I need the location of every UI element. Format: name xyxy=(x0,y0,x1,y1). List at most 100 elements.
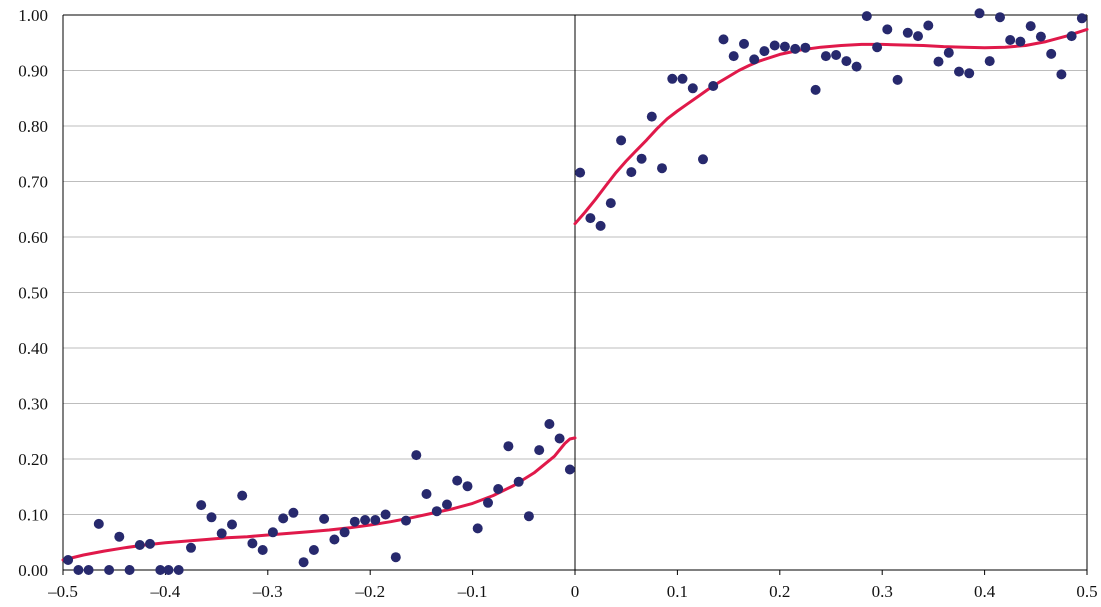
data-point xyxy=(216,528,227,539)
x-tick-label: 0.2 xyxy=(769,582,790,601)
data-point xyxy=(718,34,729,45)
data-point xyxy=(319,513,330,524)
data-point xyxy=(708,81,719,91)
data-point xyxy=(605,198,616,209)
data-point xyxy=(943,47,954,58)
data-point xyxy=(554,433,565,444)
data-point xyxy=(800,42,811,53)
data-point xyxy=(892,74,903,85)
y-tick-label: 0.70 xyxy=(18,173,48,192)
data-point xyxy=(227,519,237,530)
data-point xyxy=(483,497,493,508)
data-point xyxy=(1056,69,1067,80)
tick-labels: 0.000.100.200.300.400.500.600.700.800.90… xyxy=(18,6,1097,601)
data-point xyxy=(370,515,381,525)
data-point xyxy=(278,513,289,524)
data-point xyxy=(114,531,125,542)
y-tick-label: 0.00 xyxy=(18,561,48,580)
data-point xyxy=(636,153,647,164)
data-point xyxy=(769,40,780,51)
data-point xyxy=(298,557,309,568)
data-point xyxy=(247,538,258,549)
data-point xyxy=(329,534,340,545)
data-point xyxy=(872,42,883,53)
data-point xyxy=(698,154,708,165)
y-tick-label: 0.60 xyxy=(18,228,48,247)
x-tick-label: –0.1 xyxy=(457,582,488,601)
data-point xyxy=(83,565,94,575)
data-point xyxy=(163,565,174,575)
y-tick-label: 0.20 xyxy=(18,450,48,469)
y-tick-label: 1.00 xyxy=(18,6,48,25)
data-point xyxy=(626,167,637,178)
data-point xyxy=(954,66,964,77)
data-point xyxy=(646,111,657,122)
data-point xyxy=(124,565,135,575)
y-tick-label: 0.30 xyxy=(18,395,48,414)
data-point xyxy=(308,545,319,555)
data-point xyxy=(421,489,432,499)
data-point xyxy=(411,450,422,461)
data-point xyxy=(493,484,504,494)
x-tick-label: –0.3 xyxy=(252,582,283,601)
data-point xyxy=(728,51,739,62)
data-point xyxy=(360,515,371,525)
data-point xyxy=(380,509,391,520)
data-point xyxy=(984,56,995,67)
data-point xyxy=(145,538,155,549)
data-point xyxy=(810,84,821,95)
data-point xyxy=(657,163,667,174)
data-point xyxy=(841,56,852,67)
data-point xyxy=(964,68,975,79)
data-point xyxy=(779,41,790,52)
data-point xyxy=(206,512,217,523)
data-point xyxy=(882,24,893,35)
data-point xyxy=(595,220,606,231)
data-point xyxy=(534,445,545,456)
data-point xyxy=(913,31,923,42)
data-point xyxy=(134,540,145,550)
data-point xyxy=(1066,31,1077,42)
data-point xyxy=(1076,13,1087,24)
fit-line-segment xyxy=(61,436,577,562)
data-point xyxy=(902,27,913,38)
y-tick-label: 0.50 xyxy=(18,284,48,303)
data-point xyxy=(575,167,586,178)
data-point xyxy=(431,506,442,517)
x-tick-label: 0.5 xyxy=(1076,582,1097,601)
data-point xyxy=(585,213,596,224)
data-point xyxy=(1015,36,1026,47)
data-point xyxy=(861,11,872,22)
x-tick-label: –0.5 xyxy=(47,582,78,601)
data-point xyxy=(1005,35,1016,45)
data-point xyxy=(1035,31,1046,42)
data-point xyxy=(257,545,268,555)
x-tick-label: –0.2 xyxy=(354,582,385,601)
data-point xyxy=(851,61,862,72)
fit-curve xyxy=(61,27,1089,562)
data-point xyxy=(923,20,934,31)
data-point xyxy=(739,38,749,49)
data-point xyxy=(687,83,698,94)
data-point xyxy=(196,500,207,511)
data-point xyxy=(186,542,196,553)
data-point xyxy=(442,499,452,510)
data-point xyxy=(401,515,411,526)
data-point xyxy=(267,527,278,538)
data-point xyxy=(974,8,985,19)
data-point xyxy=(790,43,801,54)
data-point xyxy=(472,523,483,534)
data-point xyxy=(544,419,555,429)
data-point xyxy=(667,73,678,84)
x-tick-label: 0.1 xyxy=(667,582,688,601)
data-point xyxy=(933,56,944,67)
fit-line-segment xyxy=(573,27,1089,226)
data-point xyxy=(63,555,74,565)
data-point xyxy=(173,565,184,575)
data-point xyxy=(390,552,401,563)
data-point xyxy=(1025,21,1036,32)
x-tick-label: –0.4 xyxy=(150,582,181,601)
data-point xyxy=(523,511,534,522)
y-tick-label: 0.10 xyxy=(18,506,48,525)
